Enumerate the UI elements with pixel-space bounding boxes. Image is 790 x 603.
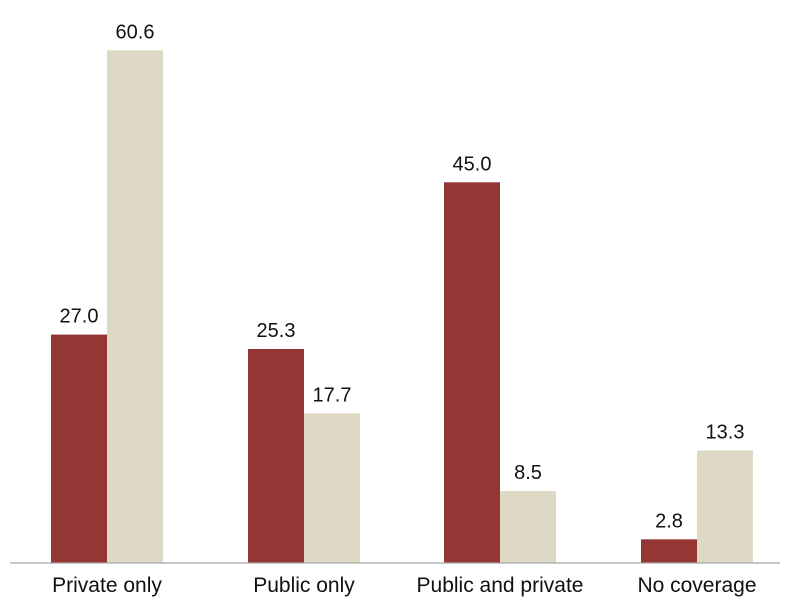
category-label-no-coverage: No coverage [637, 574, 756, 597]
bars-layer [51, 50, 753, 564]
data-label-series2-private-only: 60.6 [116, 21, 155, 43]
value-labels-layer: 27.0 60.6 25.3 17.7 45.0 8.5 2.8 13.3 [60, 21, 745, 532]
data-label-series1-private-only: 27.0 [60, 306, 99, 328]
data-label-series1-public-only: 25.3 [257, 320, 296, 342]
category-label-public-and-private: Public and private [417, 574, 584, 597]
data-label-series1-no-coverage: 2.8 [655, 510, 683, 532]
category-label-private-only: Private only [52, 574, 162, 597]
bar-series1-public-only [248, 348, 304, 563]
category-labels-layer: Private only Public only Public and privat… [52, 574, 756, 597]
data-label-series2-public-only: 17.7 [313, 384, 352, 406]
bar-series1-no-coverage [641, 539, 697, 563]
data-label-series2-no-coverage: 13.3 [706, 421, 745, 443]
data-label-series2-public-and-private: 8.5 [514, 462, 542, 484]
category-label-public-only: Public only [253, 574, 355, 597]
data-label-series1-public-and-private: 45.0 [453, 153, 492, 175]
bar-series2-no-coverage [697, 450, 753, 563]
bar-series2-private-only [107, 50, 163, 564]
bar-series2-public-and-private [500, 491, 556, 563]
bar-series1-private-only [51, 334, 107, 563]
bar-series1-public-and-private [444, 182, 500, 564]
bar-series2-public-only [304, 413, 360, 563]
